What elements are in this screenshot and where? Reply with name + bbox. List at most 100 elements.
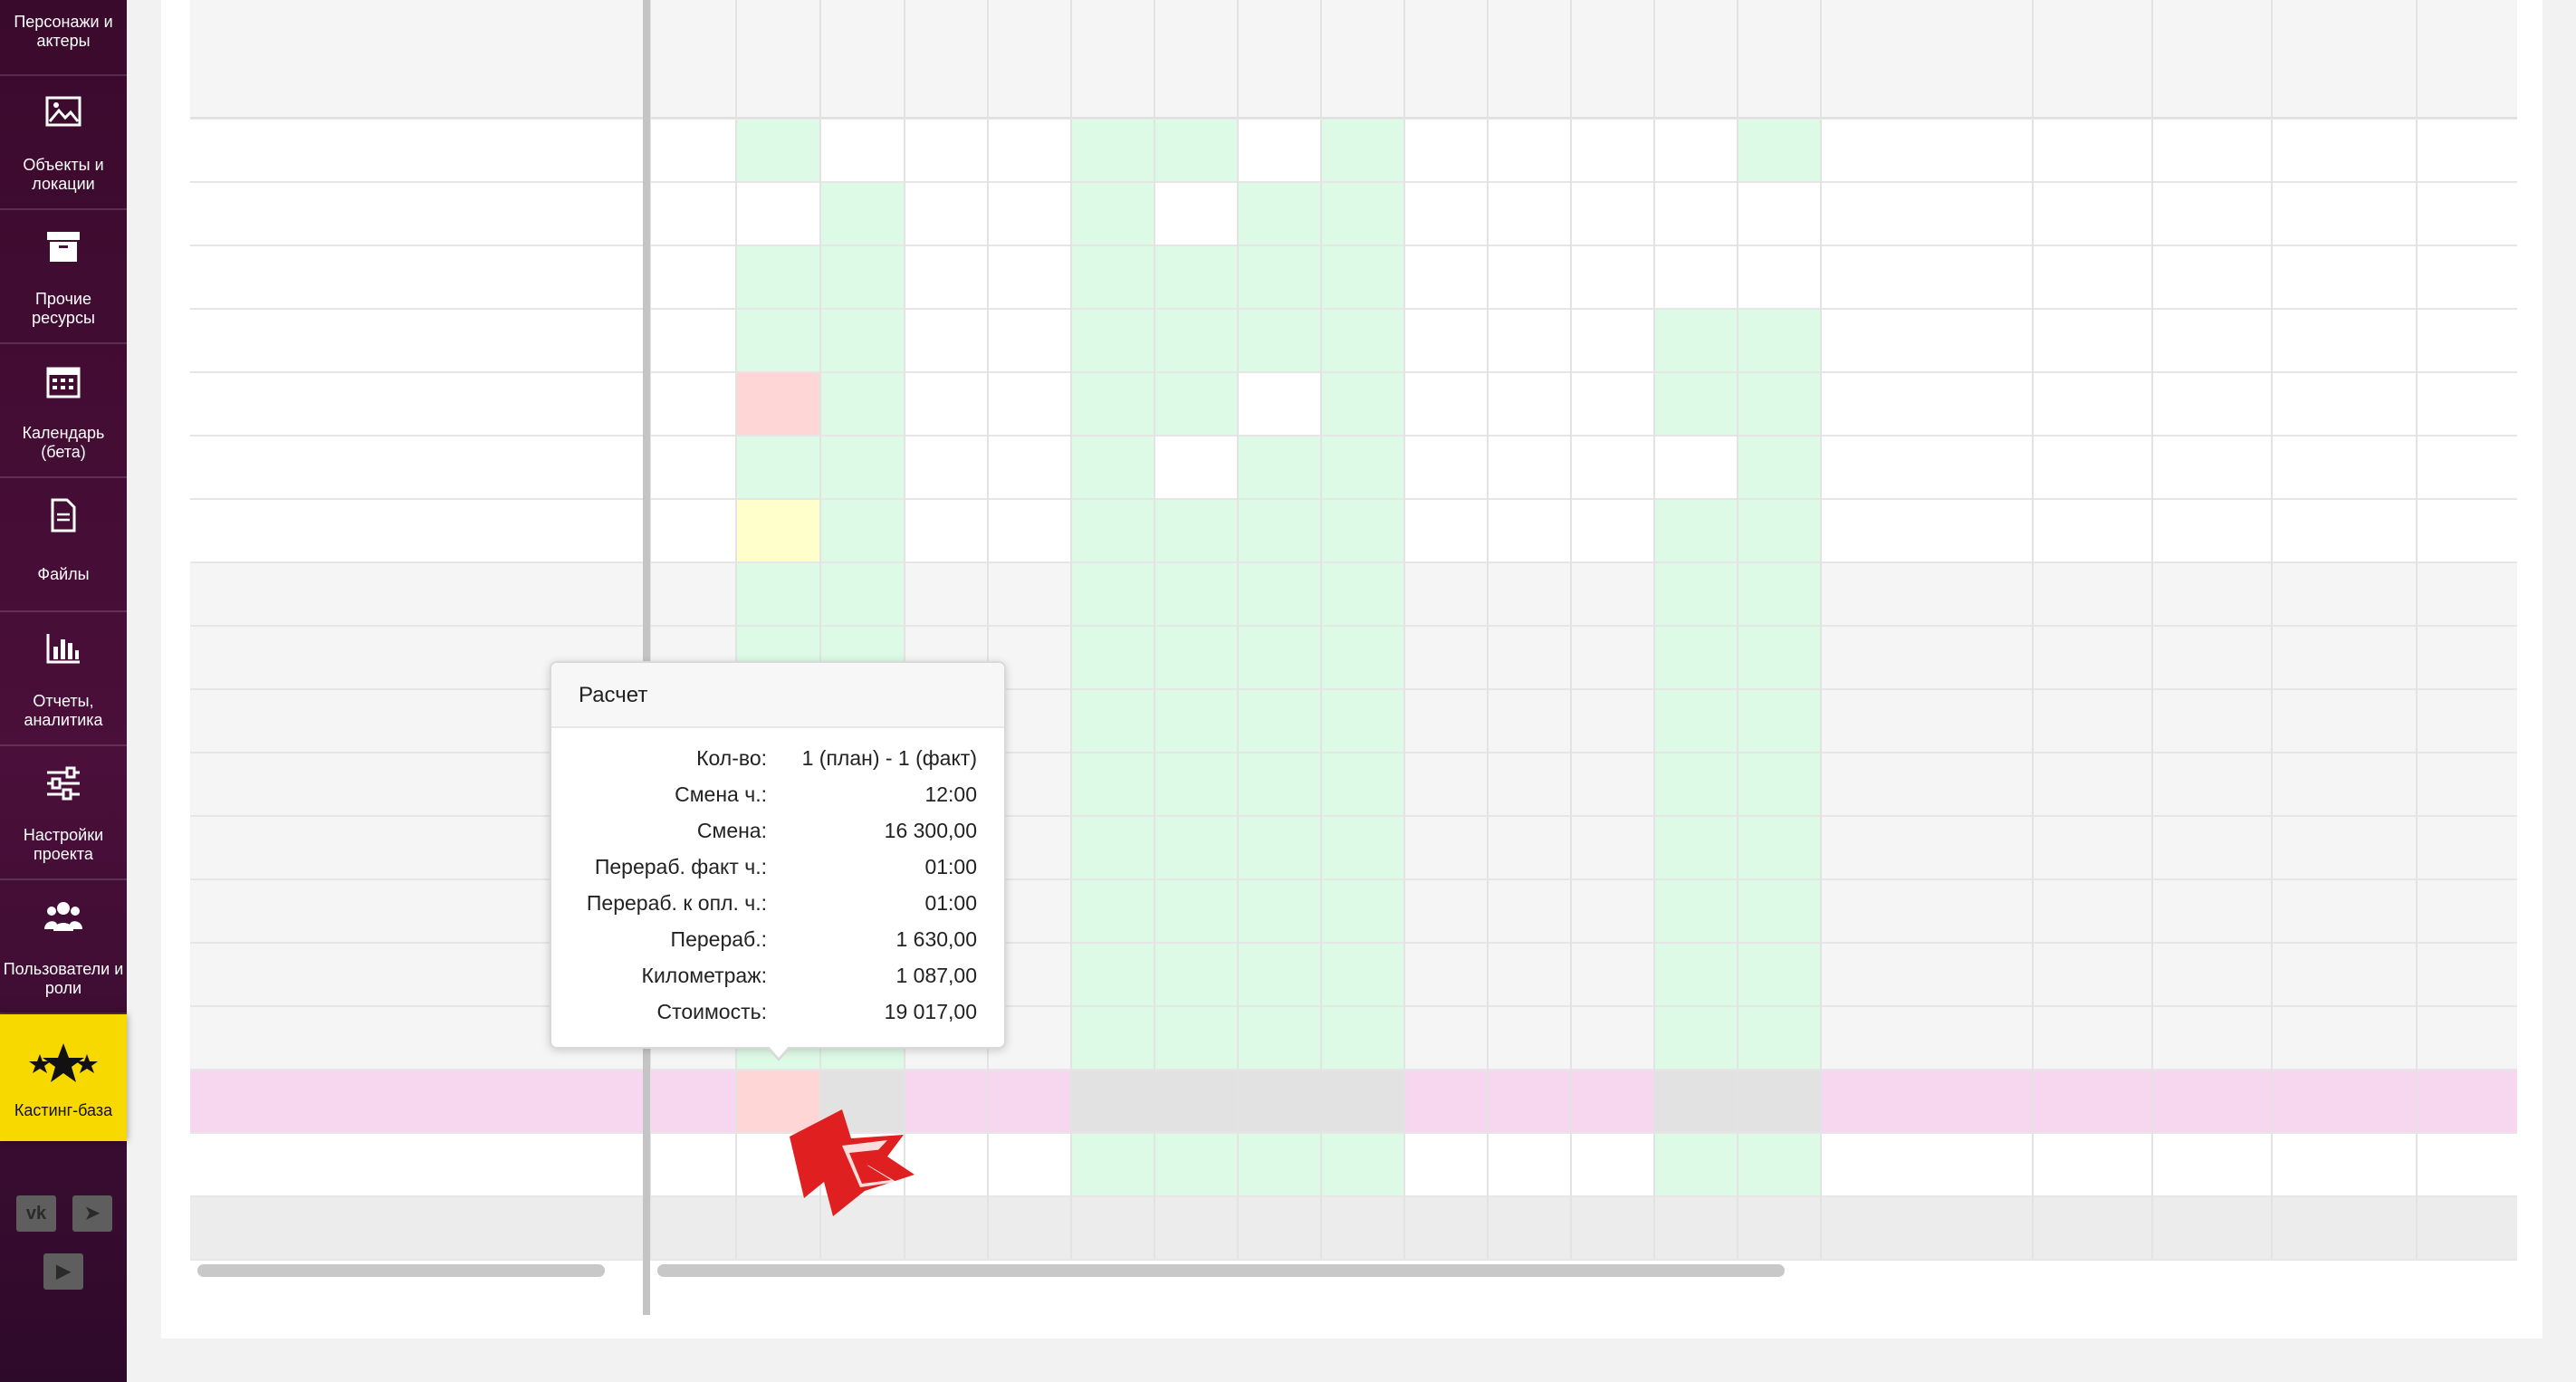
date-cell[interactable] [735, 118, 819, 181]
sidebar-item-4[interactable]: Календарь (бета) [0, 344, 127, 478]
date-cell[interactable] [735, 245, 819, 308]
date-cell[interactable] [1737, 688, 1820, 752]
date-cell[interactable] [1070, 1132, 1154, 1195]
date-cell[interactable] [1237, 625, 1320, 688]
sidebar-item-1[interactable]: Персонажи и актеры [0, 0, 127, 76]
date-cell[interactable] [1154, 942, 1237, 1005]
date-cell[interactable] [1070, 752, 1154, 815]
date-cell[interactable] [1653, 625, 1737, 688]
date-cell[interactable] [1237, 752, 1320, 815]
date-cell[interactable] [735, 371, 809, 435]
date-cell[interactable] [1070, 1069, 1154, 1132]
date-cell[interactable] [1737, 1195, 1820, 1259]
date-cell[interactable] [1653, 1195, 1737, 1259]
date-cell[interactable] [1320, 435, 1403, 498]
date-cell[interactable] [1320, 498, 1403, 561]
date-cell[interactable] [1237, 878, 1320, 942]
vk-icon[interactable]: vk [16, 1195, 56, 1232]
date-cell[interactable] [1070, 942, 1154, 1005]
date-cell[interactable] [1737, 561, 1820, 625]
date-cell[interactable] [1154, 1005, 1237, 1069]
date-cell[interactable] [1070, 561, 1154, 625]
date-cell[interactable] [819, 181, 904, 245]
totals-row[interactable] [190, 1195, 2517, 1259]
date-cell[interactable] [1320, 245, 1403, 308]
date-cell[interactable] [1737, 435, 1820, 498]
telegram-icon[interactable]: ➤ [72, 1195, 112, 1232]
date-cell[interactable] [1154, 688, 1237, 752]
date-cell[interactable] [1653, 371, 1737, 435]
date-cell[interactable] [1320, 561, 1403, 625]
date-cell[interactable] [1653, 752, 1737, 815]
sidebar-item-7[interactable]: Настройки проекта [0, 746, 127, 880]
date-cell[interactable] [1653, 498, 1737, 561]
date-cell[interactable] [1070, 308, 1154, 371]
date-cell[interactable] [1237, 815, 1320, 878]
date-cell[interactable] [1737, 625, 1820, 688]
date-cell[interactable] [1154, 752, 1237, 815]
sidebar-item-8[interactable]: Пользователи и роли [0, 880, 127, 1014]
date-cell[interactable] [1237, 1195, 1320, 1259]
date-cell[interactable] [1154, 878, 1237, 942]
date-cell[interactable] [1653, 1069, 1737, 1132]
date-cell[interactable] [1320, 371, 1403, 435]
date-cell[interactable] [1237, 1132, 1320, 1195]
date-cell[interactable] [1070, 625, 1154, 688]
date-cell[interactable] [1154, 118, 1237, 181]
date-cell[interactable] [1070, 1195, 1154, 1259]
date-cell[interactable] [1070, 118, 1154, 181]
date-cell[interactable] [1070, 435, 1154, 498]
date-cell[interactable] [1320, 1132, 1403, 1195]
date-cell[interactable] [1237, 688, 1320, 752]
date-cell[interactable] [1237, 1069, 1320, 1132]
date-cell[interactable] [1320, 308, 1403, 371]
date-cell[interactable] [1653, 688, 1737, 752]
date-cell[interactable] [735, 308, 819, 371]
sidebar-item-3[interactable]: Прочие ресурсы [0, 210, 127, 344]
date-cell[interactable] [1320, 1005, 1403, 1069]
date-cell[interactable] [1320, 752, 1403, 815]
date-cell[interactable] [1070, 688, 1154, 752]
date-cell[interactable] [1070, 371, 1154, 435]
date-cell[interactable] [1154, 308, 1237, 371]
sidebar-item-2[interactable]: Объекты и локации [0, 76, 127, 210]
main-horizontal-scrollbar[interactable] [657, 1264, 1785, 1277]
date-cell[interactable] [1653, 561, 1737, 625]
date-cell[interactable] [1320, 942, 1403, 1005]
date-cell[interactable] [1154, 498, 1237, 561]
date-cell[interactable] [1320, 688, 1403, 752]
date-cell[interactable] [735, 498, 809, 561]
date-cell[interactable] [1653, 878, 1737, 942]
date-cell[interactable] [1737, 942, 1820, 1005]
date-cell[interactable] [1737, 815, 1820, 878]
date-cell[interactable] [1070, 181, 1154, 245]
date-cell[interactable] [1320, 1195, 1403, 1259]
date-cell[interactable] [819, 498, 904, 561]
date-cell[interactable] [1320, 181, 1403, 245]
sidebar-item-5[interactable]: Файлы [0, 478, 127, 612]
date-cell[interactable] [1737, 308, 1820, 371]
date-cell[interactable] [1070, 878, 1154, 942]
sidebar-item-6[interactable]: Отчеты, аналитика [0, 612, 127, 746]
date-cell[interactable] [1653, 308, 1737, 371]
date-cell[interactable] [1154, 815, 1237, 878]
date-cell[interactable] [1320, 1069, 1403, 1132]
date-cell[interactable] [1653, 942, 1737, 1005]
date-cell[interactable] [1237, 181, 1320, 245]
date-cell[interactable] [1737, 878, 1820, 942]
date-cell[interactable] [1237, 308, 1320, 371]
date-cell[interactable] [1320, 815, 1403, 878]
left-horizontal-scrollbar[interactable] [197, 1264, 605, 1277]
date-cell[interactable] [1653, 815, 1737, 878]
date-cell[interactable] [1237, 435, 1320, 498]
date-cell[interactable] [1320, 878, 1403, 942]
youtube-icon[interactable]: ▶ [43, 1253, 83, 1290]
date-cell[interactable] [1070, 815, 1154, 878]
date-cell[interactable] [1154, 371, 1237, 435]
date-cell[interactable] [735, 561, 819, 625]
date-cell[interactable] [1237, 942, 1320, 1005]
date-cell[interactable] [819, 308, 904, 371]
date-cell[interactable] [1070, 498, 1154, 561]
date-cell[interactable] [1653, 1132, 1737, 1195]
date-cell[interactable] [1237, 561, 1320, 625]
